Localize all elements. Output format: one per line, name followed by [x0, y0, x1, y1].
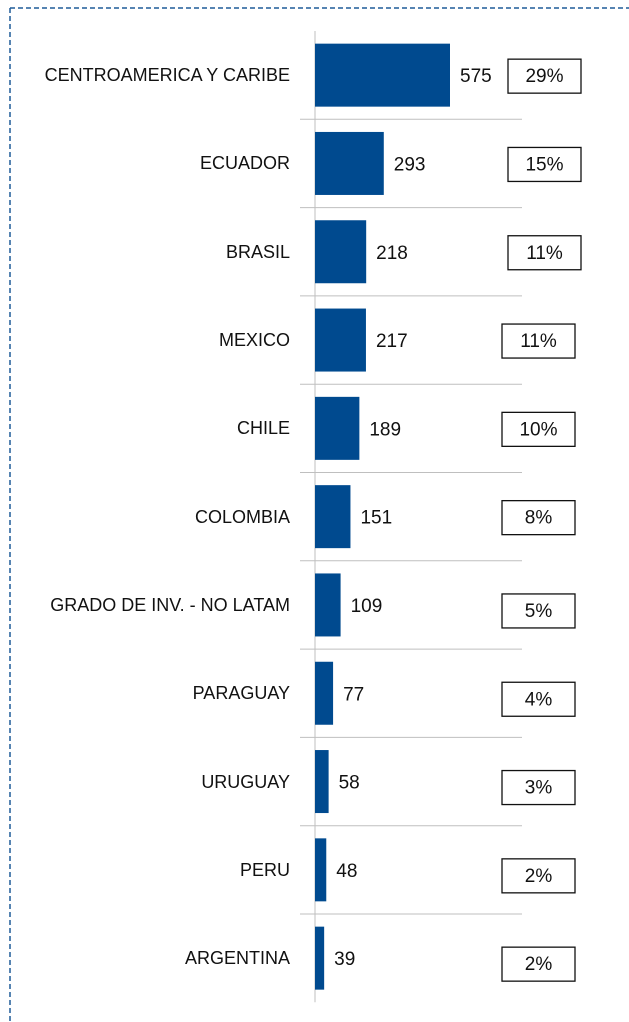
value-label: 48	[336, 861, 357, 882]
bar	[315, 838, 327, 902]
value-label: 39	[334, 949, 355, 970]
bar	[315, 750, 329, 814]
bar	[315, 220, 367, 284]
share-box	[501, 858, 576, 894]
category-label: CENTROAMERICA Y CARIBE	[44, 65, 290, 86]
category-label: BRASIL	[225, 241, 290, 262]
category-label: MEXICO	[218, 330, 290, 351]
share-label: 15%	[525, 154, 563, 175]
share-label: 3%	[525, 778, 553, 799]
category-label: GRADO DE INV. - NO LATAM	[50, 594, 290, 615]
value-label: 217	[376, 331, 408, 352]
value-label: 77	[343, 684, 364, 705]
share-box	[507, 58, 582, 94]
share-box	[507, 146, 582, 183]
share-label: 11%	[526, 243, 563, 264]
value-label: 151	[360, 508, 392, 529]
value-label: 218	[376, 243, 408, 264]
share-label: 4%	[525, 689, 553, 710]
bar	[315, 43, 450, 107]
share-box	[501, 769, 576, 806]
value-label: 189	[369, 419, 401, 440]
share-box	[501, 411, 576, 448]
share-box	[501, 681, 576, 717]
bar	[315, 661, 334, 725]
bar	[315, 485, 351, 549]
share-label: 8%	[525, 508, 553, 529]
value-label: 109	[351, 596, 383, 617]
category-label: PERU	[239, 859, 290, 880]
bar	[315, 573, 341, 637]
bar	[315, 308, 366, 372]
share-label: 10%	[519, 419, 557, 440]
value-label: 293	[394, 154, 426, 175]
category-label: ECUADOR	[199, 153, 290, 174]
category-label: ARGENTINA	[184, 948, 290, 969]
share-box	[501, 499, 576, 536]
share-label: 5%	[525, 601, 553, 622]
share-label: 2%	[525, 866, 553, 887]
share-box	[507, 235, 582, 271]
category-label: URUGUAY	[201, 771, 290, 792]
bar	[315, 926, 325, 990]
share-label: 29%	[525, 66, 563, 87]
share-box	[501, 946, 576, 982]
bar	[315, 131, 384, 195]
share-box	[501, 323, 576, 359]
share-label: 2%	[525, 954, 553, 975]
share-label: 11%	[520, 331, 557, 352]
category-label: CHILE	[236, 418, 290, 439]
category-label: COLOMBIA	[194, 506, 290, 527]
bar	[315, 396, 360, 460]
category-label: PARAGUAY	[192, 683, 290, 704]
value-label: 58	[339, 773, 360, 794]
value-label: 575	[460, 66, 492, 87]
share-box	[501, 593, 576, 629]
